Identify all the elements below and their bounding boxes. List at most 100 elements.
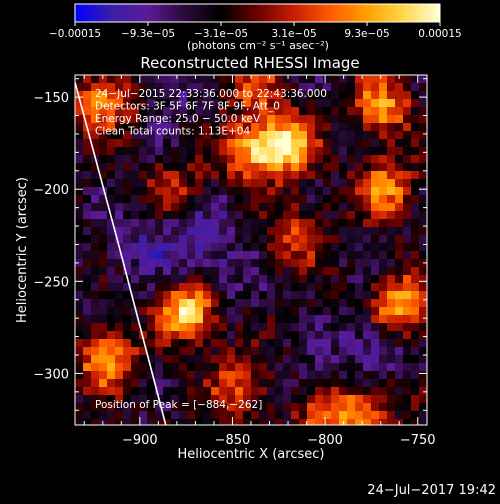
image-pixel [211, 235, 220, 244]
image-pixel [395, 139, 404, 148]
image-pixel [139, 147, 148, 156]
image-pixel [139, 355, 148, 364]
image-pixel [123, 171, 132, 180]
image-pixel [195, 147, 204, 156]
image-pixel [259, 171, 268, 180]
image-pixel [107, 363, 116, 372]
image-pixel [251, 187, 260, 196]
image-pixel [115, 211, 124, 220]
image-pixel [211, 403, 220, 412]
image-pixel [331, 203, 340, 212]
image-pixel [355, 299, 364, 308]
image-pixel [347, 267, 356, 276]
image-pixel [307, 115, 316, 124]
image-pixel [163, 171, 172, 180]
image-pixel [251, 227, 260, 236]
image-pixel [139, 91, 148, 100]
image-pixel [219, 371, 228, 380]
image-pixel [403, 75, 412, 84]
image-pixel [347, 195, 356, 204]
image-pixel [235, 283, 244, 292]
image-pixel [155, 179, 164, 188]
image-pixel [235, 139, 244, 148]
image-pixel [219, 115, 228, 124]
image-pixel [363, 267, 372, 276]
image-pixel [251, 123, 260, 132]
image-pixel [363, 251, 372, 260]
image-pixel [291, 227, 300, 236]
image-pixel [331, 123, 340, 132]
image-pixel [139, 331, 148, 340]
image-pixel [123, 387, 132, 396]
image-pixel [347, 115, 356, 124]
image-pixel [299, 147, 308, 156]
image-pixel [179, 347, 188, 356]
image-pixel [139, 387, 148, 396]
image-pixel [155, 91, 164, 100]
image-pixel [99, 187, 108, 196]
image-pixel [83, 299, 92, 308]
image-pixel [147, 411, 156, 420]
image-pixel [355, 155, 364, 164]
image-pixel [395, 315, 404, 324]
image-pixel [83, 395, 92, 404]
image-pixel [315, 275, 324, 284]
image-pixel [91, 251, 100, 260]
image-pixel [91, 123, 100, 132]
image-pixel [235, 179, 244, 188]
image-pixel [139, 339, 148, 348]
image-pixel [259, 219, 268, 228]
image-pixel [387, 83, 396, 92]
image-pixel [307, 83, 316, 92]
image-pixel [363, 243, 372, 252]
image-pixel [123, 179, 132, 188]
image-pixel [195, 227, 204, 236]
image-pixel [99, 347, 108, 356]
image-pixel [339, 83, 348, 92]
image-pixel [299, 155, 308, 164]
image-pixel [91, 267, 100, 276]
image-pixel [371, 155, 380, 164]
image-pixel [267, 83, 276, 92]
image-pixel [323, 131, 332, 140]
image-pixel [363, 395, 372, 404]
image-pixel [299, 307, 308, 316]
image-pixel [379, 131, 388, 140]
image-pixel [323, 211, 332, 220]
image-pixel [131, 243, 140, 252]
image-pixel [379, 179, 388, 188]
image-pixel [219, 179, 228, 188]
image-pixel [251, 275, 260, 284]
image-pixel [363, 275, 372, 284]
image-pixel [131, 299, 140, 308]
image-pixel [267, 403, 276, 412]
image-pixel [91, 291, 100, 300]
image-pixel [291, 267, 300, 276]
image-pixel [179, 147, 188, 156]
image-pixel [371, 251, 380, 260]
image-pixel [203, 99, 212, 108]
image-pixel [171, 83, 180, 92]
image-pixel [355, 323, 364, 332]
image-pixel [395, 251, 404, 260]
image-pixel [243, 227, 252, 236]
image-pixel [243, 363, 252, 372]
image-pixel [395, 395, 404, 404]
image-pixel [179, 411, 188, 420]
image-pixel [355, 291, 364, 300]
image-pixel [403, 275, 412, 284]
image-pixel [395, 83, 404, 92]
image-pixel [315, 107, 324, 116]
image-pixel [307, 131, 316, 140]
image-pixel [339, 75, 348, 84]
image-pixel [219, 171, 228, 180]
image-pixel [83, 259, 92, 268]
image-pixel [203, 387, 212, 396]
image-pixel [347, 211, 356, 220]
image-pixel [131, 155, 140, 164]
image-pixel [291, 275, 300, 284]
image-pixel [283, 203, 292, 212]
image-pixel [299, 379, 308, 388]
image-pixel [107, 195, 116, 204]
image-pixel [299, 371, 308, 380]
